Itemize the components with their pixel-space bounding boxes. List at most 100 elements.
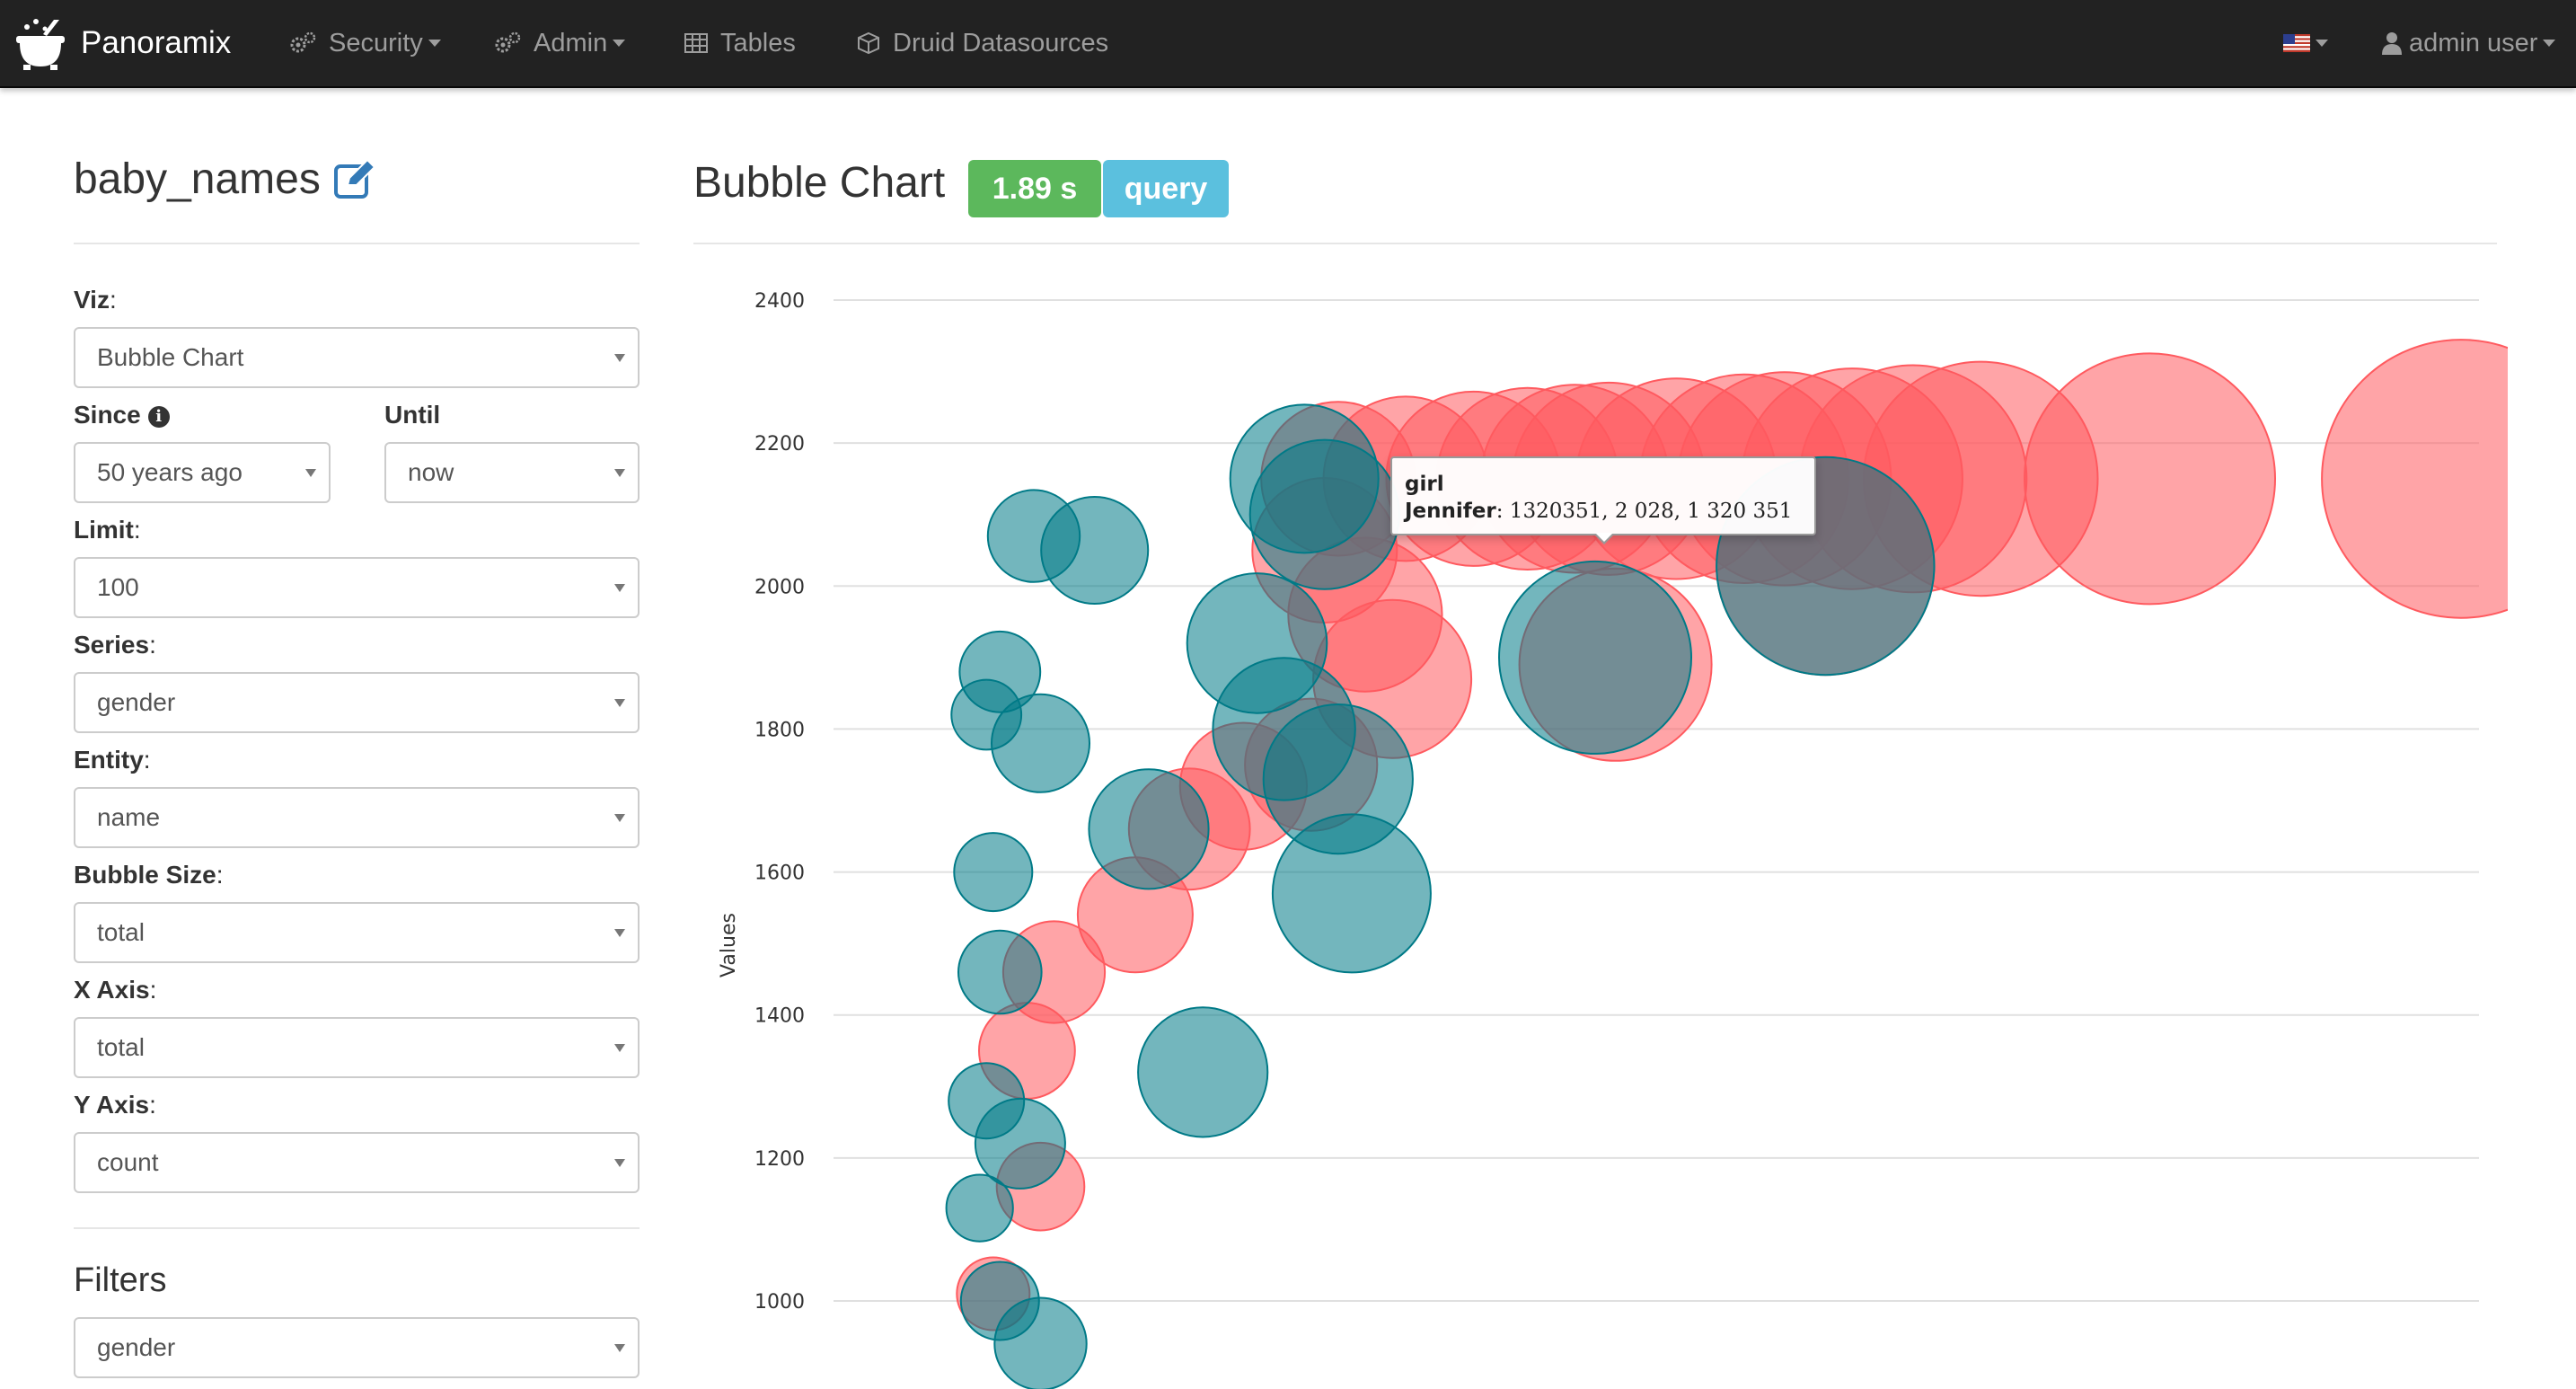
y-tick-label: 1600 — [754, 863, 805, 885]
y-tick-label: 2200 — [754, 433, 805, 456]
chevron-down-icon — [613, 40, 626, 47]
bubble-size-select[interactable]: total — [74, 902, 640, 963]
user-icon — [2382, 32, 2402, 55]
bubble-boy[interactable] — [1271, 813, 1432, 974]
bubble-boy[interactable] — [945, 1173, 1014, 1243]
user-menu-label: admin user — [2409, 28, 2538, 58]
brand-name: Panoramix — [81, 25, 232, 60]
bubble-girl[interactable] — [2024, 352, 2276, 606]
nav-admin-label: Admin — [534, 28, 608, 58]
bubbles — [945, 339, 2508, 1389]
divider — [74, 1227, 640, 1229]
bubble-boy[interactable] — [986, 489, 1081, 583]
until-select-value: now — [408, 458, 454, 486]
series-select[interactable]: gender — [74, 672, 640, 733]
viz-select-value: Bubble Chart — [97, 343, 244, 371]
tooltip-arrow — [1595, 533, 1613, 542]
chevron-down-icon — [2543, 40, 2556, 47]
y-axis-select[interactable]: count — [74, 1132, 640, 1193]
y-axis: 1000 1200 1400 1600 1800 2000 2200 2400 — [754, 290, 805, 1314]
chevron-down-icon — [614, 584, 625, 592]
bubble-boy[interactable] — [974, 1097, 1066, 1190]
since-label: Since i — [74, 401, 170, 429]
divider — [693, 243, 2497, 244]
info-icon[interactable]: i — [147, 406, 170, 428]
query-button[interactable]: query — [1103, 160, 1229, 217]
cogs-icon — [495, 31, 521, 53]
since-select[interactable]: 50 years ago — [74, 442, 331, 503]
nav-tables-label: Tables — [720, 28, 796, 58]
chevron-down-icon — [428, 40, 441, 47]
bubble-boy[interactable] — [1137, 1006, 1269, 1138]
y-tick-label: 1800 — [754, 719, 805, 741]
datasource-title: baby_names — [74, 155, 376, 204]
y-tick-label: 1400 — [754, 1005, 805, 1028]
chevron-down-icon — [614, 1344, 625, 1352]
brand-link[interactable]: Panoramix — [14, 0, 231, 86]
cube-icon — [858, 31, 879, 55]
nav-druid-datasources-label: Druid Datasources — [893, 28, 1109, 58]
cooking-pot-icon — [16, 19, 65, 70]
x-axis-select-value: total — [97, 1033, 145, 1061]
viz-select[interactable]: Bubble Chart — [74, 327, 640, 388]
table-icon — [684, 33, 708, 53]
y-tick-label: 2400 — [754, 290, 805, 313]
tooltip-line: Jennifer: 1320351, 2 028, 1 320 351 — [1405, 498, 1802, 525]
viz-title: Bubble Chart — [693, 159, 946, 207]
bubble-boy[interactable] — [957, 929, 1043, 1015]
user-menu[interactable]: admin user — [2382, 0, 2556, 86]
tooltip-values: : 1320351, 2 028, 1 320 351 — [1495, 500, 1793, 523]
y-tick-label: 1200 — [754, 1148, 805, 1171]
nav-admin[interactable]: Admin — [494, 0, 626, 86]
nav-tables[interactable]: Tables — [684, 0, 796, 86]
y-tick-label: 1000 — [754, 1291, 805, 1314]
limit-label: Limit: — [74, 516, 141, 544]
bubble-boy[interactable] — [953, 832, 1034, 913]
bubble-girl[interactable] — [2321, 339, 2508, 619]
until-label: Until — [384, 401, 441, 429]
limit-select-value: 100 — [97, 573, 139, 601]
chevron-down-icon — [614, 354, 625, 362]
tooltip-entity: Jennifer — [1405, 500, 1496, 523]
y-tick-label: 2000 — [754, 576, 805, 598]
query-time-badge: 1.89 s — [968, 160, 1101, 217]
since-select-value: 50 years ago — [97, 458, 243, 486]
cogs-icon — [290, 31, 316, 53]
bubble-boy[interactable] — [1498, 560, 1692, 755]
until-select[interactable]: now — [384, 442, 640, 503]
chevron-down-icon — [614, 699, 625, 707]
chart-tooltip: girl Jennifer: 1320351, 2 028, 1 320 351 — [1390, 456, 1816, 535]
nav-security[interactable]: Security — [289, 0, 441, 86]
y-axis-label: Y Axis: — [74, 1091, 156, 1119]
language-selector[interactable] — [2283, 0, 2328, 86]
entity-select-value: name — [97, 803, 161, 831]
limit-select[interactable]: 100 — [74, 557, 640, 618]
bubble-size-select-value: total — [97, 918, 145, 946]
bubble-boy[interactable] — [1088, 768, 1210, 890]
chevron-down-icon — [614, 814, 625, 822]
chevron-down-icon — [614, 1159, 625, 1167]
filter-column-select[interactable]: gender — [74, 1317, 640, 1378]
entity-select[interactable]: name — [74, 787, 640, 848]
nav-security-label: Security — [329, 28, 423, 58]
entity-label: Entity: — [74, 746, 151, 774]
filters-title: Filters — [74, 1261, 167, 1299]
nav-druid-datasources[interactable]: Druid Datasources — [857, 0, 1108, 86]
y-axis-select-value: count — [97, 1148, 159, 1176]
bubble-size-label: Bubble Size: — [74, 861, 224, 889]
chevron-down-icon — [614, 469, 625, 477]
edit-icon[interactable] — [333, 158, 376, 201]
chevron-down-icon — [305, 469, 316, 477]
us-flag-icon — [2283, 34, 2310, 52]
navbar: Panoramix Security Admin Tables — [0, 0, 2576, 88]
bubble-chart: 1000 1200 1400 1600 1800 2000 2200 2400 Values — [718, 290, 2508, 1389]
bubble-boy[interactable] — [993, 1296, 1088, 1389]
bubble-boy[interactable] — [950, 678, 1023, 751]
filter-column-select-value: gender — [97, 1333, 176, 1361]
tooltip-series: girl — [1405, 473, 1444, 496]
bubble-boy[interactable] — [1248, 438, 1400, 590]
divider — [74, 243, 640, 244]
chevron-down-icon — [614, 929, 625, 937]
x-axis-select[interactable]: total — [74, 1017, 640, 1078]
y-axis-label: Values — [718, 913, 740, 978]
